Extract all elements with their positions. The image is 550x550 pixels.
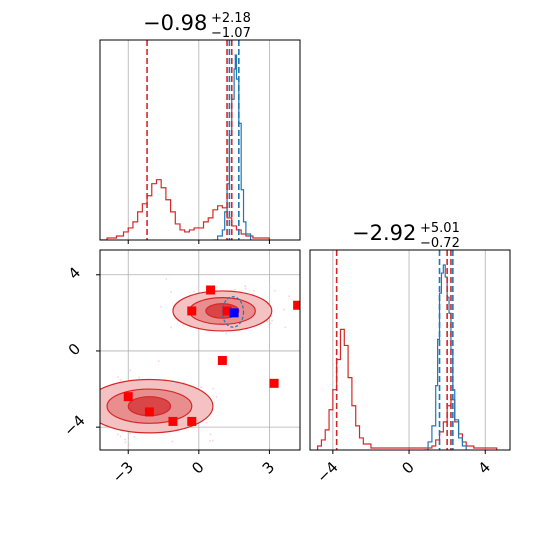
scatter-x-label-0: −3 bbox=[109, 458, 137, 486]
sample-point bbox=[165, 277, 168, 280]
sample-point bbox=[160, 305, 163, 308]
sample-point bbox=[244, 285, 247, 288]
sample-point bbox=[80, 408, 82, 410]
red-marker-6 bbox=[222, 306, 232, 316]
sample-point bbox=[182, 381, 185, 384]
red-marker-9 bbox=[293, 300, 300, 310]
scatter-x-label-1: 0 bbox=[188, 458, 207, 477]
sample-point bbox=[104, 426, 107, 429]
sample-point bbox=[97, 423, 99, 425]
histogram-param0-panel bbox=[99, 39, 301, 244]
sample-point bbox=[119, 378, 122, 381]
scatter-y-label-0: 4 bbox=[65, 263, 84, 282]
red-marker-1 bbox=[144, 407, 154, 417]
sample-point bbox=[128, 443, 130, 446]
sample-point bbox=[129, 432, 132, 435]
sample-point bbox=[327, 306, 329, 308]
sample-point bbox=[86, 400, 88, 402]
sample-point bbox=[0, 441, 1, 443]
sample-point bbox=[268, 285, 271, 288]
sample-point bbox=[54, 457, 56, 459]
sample-point bbox=[129, 369, 132, 372]
sample-point bbox=[83, 378, 85, 380]
sample-point bbox=[288, 295, 291, 298]
sample-point bbox=[138, 376, 141, 379]
sample-point bbox=[89, 398, 91, 400]
hist1-x-label-2: 4 bbox=[475, 458, 494, 477]
param0-title-median: −0.98 bbox=[143, 11, 207, 35]
hist1-x-label-0: −4 bbox=[313, 458, 341, 486]
sample-point bbox=[124, 438, 126, 441]
sample-point bbox=[157, 360, 160, 362]
scatter-y-label-2: −4 bbox=[60, 411, 88, 439]
scatter-y-label-1: 0 bbox=[65, 340, 84, 359]
sample-point bbox=[181, 324, 184, 327]
red-marker-8 bbox=[269, 378, 279, 388]
sample-point bbox=[233, 288, 236, 291]
param1-title-minus: −0.72 bbox=[420, 236, 460, 251]
sample-point bbox=[170, 291, 173, 294]
sample-point bbox=[266, 320, 269, 323]
sample-point bbox=[170, 326, 173, 329]
sample-point bbox=[94, 396, 96, 398]
sample-point bbox=[78, 388, 80, 390]
sample-point bbox=[133, 435, 136, 438]
sample-point bbox=[284, 326, 287, 329]
tick-labels: −3 0 3 −4 0 4 4 0 −4 bbox=[60, 263, 494, 486]
sample-point bbox=[209, 440, 211, 442]
sample-point bbox=[75, 387, 77, 389]
sample-point bbox=[273, 289, 276, 292]
reference-contour bbox=[221, 296, 245, 328]
hist0-red-series bbox=[100, 179, 271, 240]
sample-point bbox=[269, 322, 272, 325]
sample-point bbox=[116, 433, 119, 436]
param0-title-minus: −1.07 bbox=[211, 26, 251, 41]
sample-point bbox=[83, 416, 85, 418]
sample-point bbox=[215, 395, 218, 398]
hist0-frame bbox=[99, 39, 301, 241]
sample-point bbox=[119, 435, 122, 438]
scatter-x-label-2: 3 bbox=[259, 458, 278, 477]
sample-point bbox=[252, 289, 255, 292]
sample-point bbox=[283, 308, 285, 311]
hist1-x-label-1: 0 bbox=[398, 458, 417, 477]
blue-marker bbox=[229, 308, 239, 318]
sample-point bbox=[225, 332, 228, 335]
hist0-blue-series bbox=[212, 54, 252, 240]
hist1-red-series bbox=[317, 328, 498, 450]
param0-title-plus: +2.18 bbox=[211, 11, 251, 26]
red-marker-0 bbox=[123, 392, 133, 402]
red-marker-5 bbox=[206, 285, 216, 295]
sample-point bbox=[193, 290, 195, 293]
red-marker-2 bbox=[168, 416, 178, 426]
sample-point bbox=[212, 387, 215, 390]
scatter-frame bbox=[99, 249, 301, 451]
param1-title-median: −2.92 bbox=[352, 221, 416, 245]
red-marker-7 bbox=[217, 355, 227, 365]
sample-point bbox=[200, 386, 203, 389]
sample-point bbox=[205, 421, 208, 424]
sample-point bbox=[207, 273, 210, 276]
sample-point bbox=[85, 374, 87, 376]
sample-point bbox=[117, 376, 119, 378]
sample-point bbox=[211, 439, 214, 442]
sample-point bbox=[171, 440, 174, 443]
hist1-blue-series bbox=[424, 264, 467, 450]
sample-point bbox=[271, 319, 273, 322]
sample-point bbox=[95, 392, 97, 394]
histogram-param1-panel bbox=[309, 249, 511, 454]
sample-point bbox=[244, 287, 247, 290]
red-marker-3 bbox=[187, 416, 197, 426]
param1-title-plus: +5.01 bbox=[420, 221, 460, 236]
hist1-frame bbox=[309, 249, 511, 451]
red-marker-4 bbox=[187, 306, 197, 316]
sample-point bbox=[124, 441, 127, 444]
sample-point bbox=[209, 433, 212, 436]
scatter-2d-panel bbox=[0, 249, 329, 459]
